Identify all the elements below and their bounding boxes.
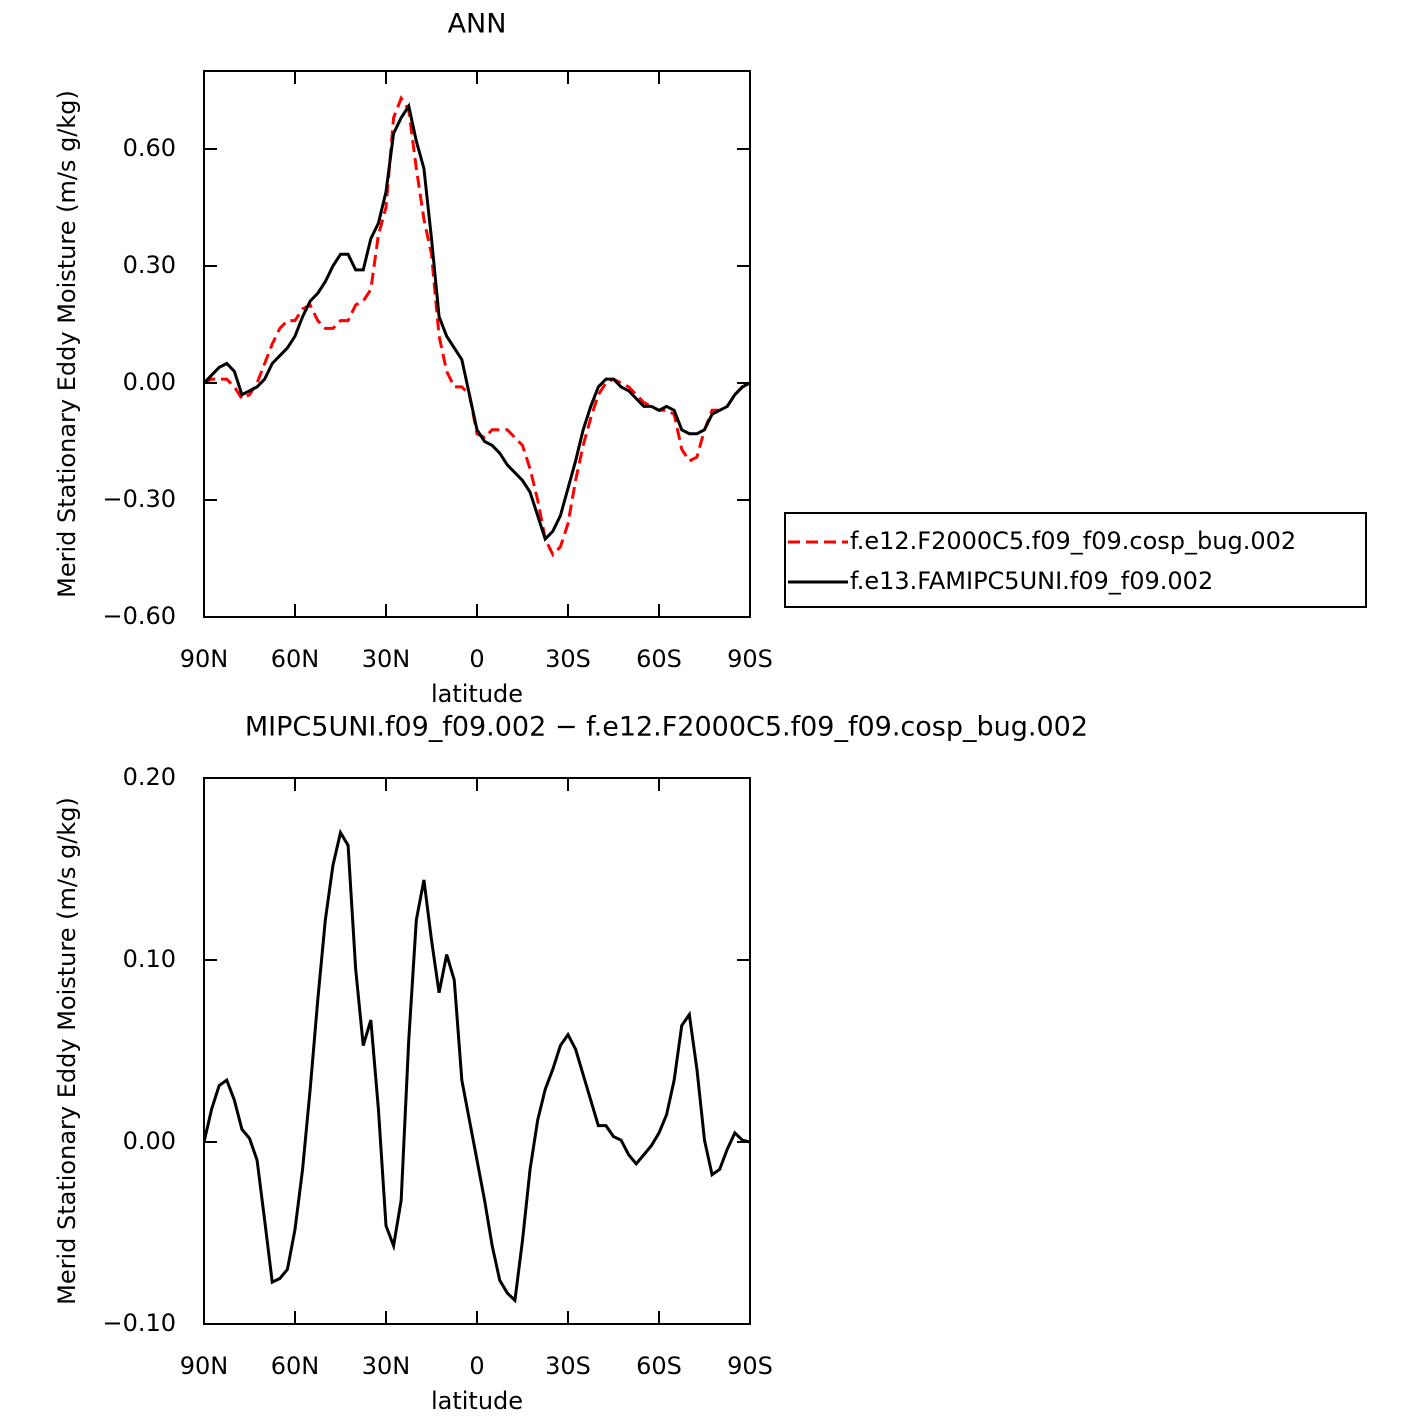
data-line	[204, 95, 750, 558]
y-tick-label: 0.00	[123, 1127, 176, 1155]
x-axis-label: latitude	[431, 680, 523, 708]
y-axis-label: Merid Stationary Eddy Moisture (m/s g/kg…	[53, 797, 81, 1305]
chart-title: ANN	[448, 9, 507, 40]
x-tick-label: 90N	[180, 1352, 229, 1380]
plot-frame	[203, 777, 751, 1325]
chart-title: MIPC5UNI.f09_f09.002 − f.e12.F2000C5.f09…	[245, 712, 1088, 743]
legend-label: f.e13.FAMIPC5UNI.f09_f09.002	[850, 567, 1213, 595]
x-tick-label: 30S	[545, 645, 591, 673]
y-tick-label: 0.20	[123, 763, 176, 791]
plot-frame	[203, 70, 751, 618]
x-tick-label: 30S	[545, 1352, 591, 1380]
x-tick-label: 0	[469, 645, 484, 673]
y-tick-label: −0.10	[102, 1309, 176, 1337]
x-tick-label: 60S	[636, 645, 682, 673]
y-axis-label: Merid Stationary Eddy Moisture (m/s g/kg…	[53, 90, 81, 598]
x-tick-label: 30N	[362, 1352, 411, 1380]
data-line	[204, 828, 750, 1304]
y-tick-label: 0.30	[123, 251, 176, 279]
y-tick-label: 0.10	[123, 945, 176, 973]
x-tick-label: 60S	[636, 1352, 682, 1380]
x-tick-label: 60N	[271, 1352, 320, 1380]
x-tick-label: 0	[469, 1352, 484, 1380]
x-tick-label: 60N	[271, 645, 320, 673]
x-tick-label: 90S	[727, 645, 773, 673]
y-tick-label: −0.30	[102, 485, 176, 513]
y-tick-label: 0.60	[123, 134, 176, 162]
x-tick-label: 90S	[727, 1352, 773, 1380]
y-tick-label: −0.60	[102, 602, 176, 630]
x-tick-label: 30N	[362, 645, 411, 673]
x-tick-label: 90N	[180, 645, 229, 673]
y-tick-label: 0.00	[123, 368, 176, 396]
legend-label: f.e12.F2000C5.f09_f09.cosp_bug.002	[850, 527, 1296, 555]
data-line	[204, 102, 750, 542]
legend-box	[784, 512, 1367, 608]
x-axis-label: latitude	[431, 1387, 523, 1415]
